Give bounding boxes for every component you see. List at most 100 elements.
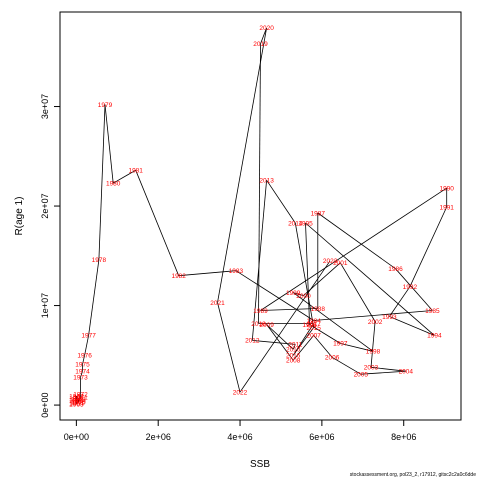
year-label-2018: 2018 xyxy=(251,321,266,328)
year-label-1975: 1975 xyxy=(75,362,90,369)
year-label-1998: 1998 xyxy=(366,349,381,356)
segment-2005-2006 xyxy=(331,356,362,375)
segment-1984-1985 xyxy=(313,310,433,321)
year-label-2002: 2002 xyxy=(368,319,383,326)
year-label-1981: 1981 xyxy=(128,168,143,175)
x-tick-label: 8e+06 xyxy=(391,432,416,442)
year-label-2016: 2016 xyxy=(286,353,301,360)
segment-1983-1984 xyxy=(235,270,314,321)
segment-1988-1989 xyxy=(260,308,318,311)
segment-1999-2000 xyxy=(293,292,304,296)
segment-1967-1968 xyxy=(76,395,79,400)
year-label-2006: 2006 xyxy=(325,355,340,362)
x-tick-label: 6e+06 xyxy=(309,432,334,442)
segment-1992-1993 xyxy=(389,286,411,317)
segment-1995-1996 xyxy=(305,222,310,325)
year-label-1985: 1985 xyxy=(425,308,440,315)
recruitment-path xyxy=(76,27,448,405)
year-label-1984: 1984 xyxy=(306,318,321,325)
year-label-1999: 1999 xyxy=(286,290,301,297)
year-label-1989: 1989 xyxy=(253,308,268,315)
segment-2000-2001 xyxy=(303,262,341,296)
y-tick-label: 3e+07 xyxy=(40,94,50,119)
year-label-1990: 1990 xyxy=(439,185,454,192)
y-axis-title: R(age 1) xyxy=(14,197,25,236)
segment-2022-2023 xyxy=(239,260,331,393)
year-label-2013: 2013 xyxy=(259,178,274,185)
year-label-1997: 1997 xyxy=(333,341,348,348)
year-label-1974: 1974 xyxy=(75,369,90,376)
year-label-1979: 1979 xyxy=(98,102,113,109)
year-label-2011: 2011 xyxy=(288,342,302,349)
year-label-2004: 2004 xyxy=(399,369,414,376)
segment-2002-2003 xyxy=(370,321,376,368)
segment-2004-2005 xyxy=(360,370,406,375)
plot-frame xyxy=(59,11,462,421)
segment-1980-1981 xyxy=(112,169,136,184)
segment-2007-2008 xyxy=(292,335,315,361)
x-tick-label: 4e+06 xyxy=(227,432,252,442)
segment-1979-1980 xyxy=(104,104,114,184)
year-label-1976: 1976 xyxy=(77,353,92,360)
year-label-1982: 1982 xyxy=(171,273,186,280)
year-label-2012: 2012 xyxy=(245,338,260,345)
year-label-2019: 2019 xyxy=(253,41,268,48)
segment-2019-2020 xyxy=(260,27,267,44)
year-label-1988: 1988 xyxy=(311,306,326,313)
year-label-2010: 2010 xyxy=(286,347,301,354)
segment-2018-2019 xyxy=(258,43,261,324)
year-label-1964: 1964 xyxy=(69,400,84,407)
year-label-1991: 1991 xyxy=(439,204,454,211)
segment-1989-1990 xyxy=(260,187,447,311)
segment-2006-2007 xyxy=(313,335,333,358)
segment-1998-1999 xyxy=(292,292,374,352)
segment-2003-2004 xyxy=(370,366,406,372)
year-label-1980: 1980 xyxy=(106,181,121,188)
year-label-1978: 1978 xyxy=(92,257,107,264)
year-label-1969: 1969 xyxy=(71,398,86,405)
year-label-1965: 1965 xyxy=(69,397,84,404)
year-label-1967: 1967 xyxy=(69,393,84,400)
segment-2010-2011 xyxy=(292,344,296,350)
year-labels: 1963196419651966196719681969197019711972… xyxy=(69,25,454,408)
year-label-2005: 2005 xyxy=(354,372,369,379)
year-label-1983: 1983 xyxy=(229,268,244,275)
x-tick-label: 2e+06 xyxy=(146,432,171,442)
segment-1986-1987 xyxy=(317,212,396,270)
segment-1996-1997 xyxy=(309,324,341,344)
year-label-2023: 2023 xyxy=(323,258,338,265)
year-label-2021: 2021 xyxy=(210,300,225,307)
segment-2014-2015 xyxy=(294,222,315,328)
year-label-1970: 1970 xyxy=(71,399,86,406)
year-label-2020: 2020 xyxy=(259,25,274,32)
year-label-1994: 1994 xyxy=(427,333,442,340)
year-label-1992: 1992 xyxy=(403,284,418,291)
year-label-2017: 2017 xyxy=(306,321,321,328)
year-label-1996: 1996 xyxy=(302,322,317,329)
year-label-1971: 1971 xyxy=(73,394,88,401)
x-axis: 0e+00 2e+06 4e+06 6e+06 8e+06 xyxy=(64,420,416,442)
year-label-1963: 1963 xyxy=(69,401,84,408)
segment-2001-2002 xyxy=(339,262,376,322)
y-tick-label: 0e+00 xyxy=(40,392,50,417)
year-label-2022: 2022 xyxy=(233,389,248,396)
segment-2012-2013 xyxy=(251,180,267,341)
year-label-1973: 1973 xyxy=(73,375,88,382)
year-label-2009: 2009 xyxy=(259,322,274,329)
year-label-2003: 2003 xyxy=(364,365,379,372)
x-tick-label: 0e+00 xyxy=(64,432,89,442)
segment-1985-1986 xyxy=(395,268,433,311)
segment-1975-1976 xyxy=(82,355,85,365)
year-label-1993: 1993 xyxy=(382,314,397,321)
segment-2020-2021 xyxy=(217,27,267,303)
segment-1970-1971 xyxy=(78,396,81,403)
year-label-1987: 1987 xyxy=(311,210,326,217)
caption: stockassessment.org, pol23_2, r17912, gi… xyxy=(350,472,476,478)
y-tick-label: 1e+07 xyxy=(40,293,50,318)
segment-2008-2009 xyxy=(266,324,294,361)
segment-1977-1978 xyxy=(88,259,100,336)
segment-1997-1998 xyxy=(340,343,374,352)
year-label-1995: 1995 xyxy=(298,220,313,227)
segment-1976-1977 xyxy=(84,335,89,356)
segment-1981-1982 xyxy=(135,170,180,276)
